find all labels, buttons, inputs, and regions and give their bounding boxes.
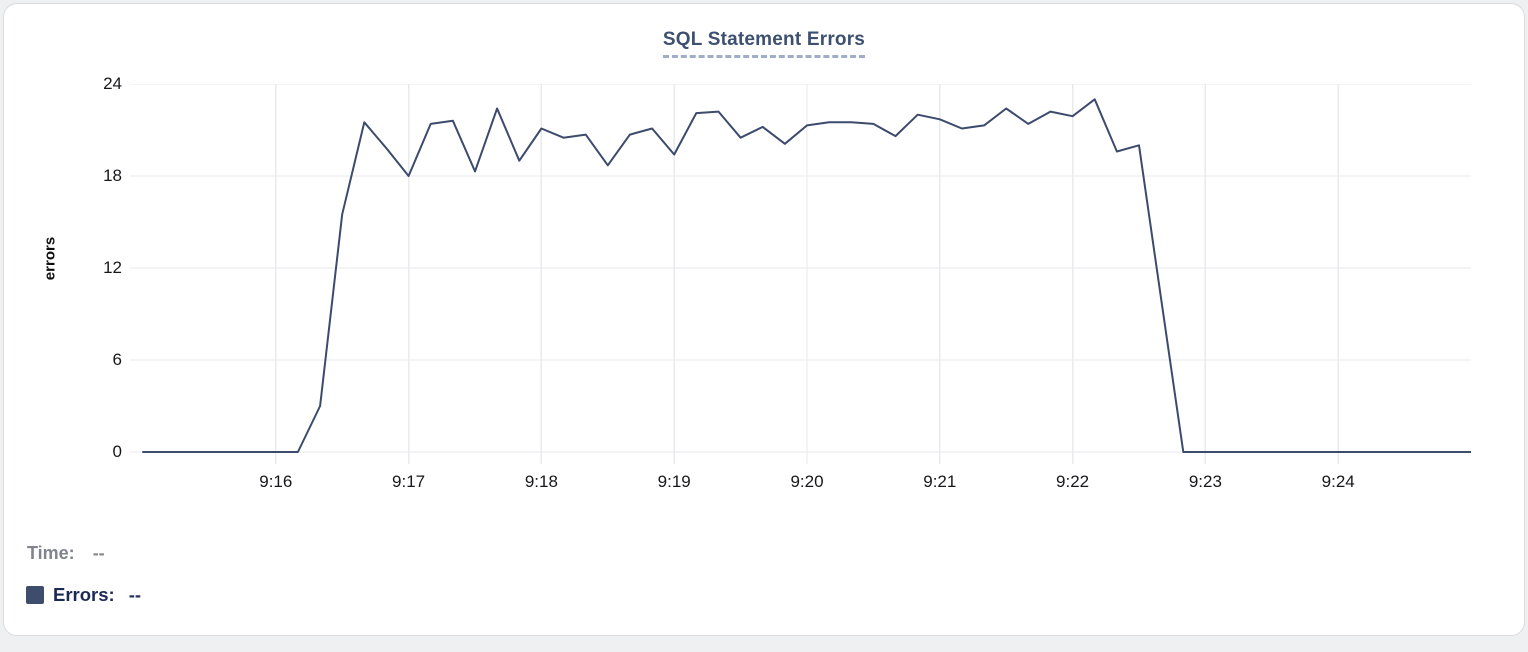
x-tick-label: 9:18: [524, 472, 558, 491]
errors-series-swatch-icon: [26, 586, 44, 604]
y-tick-label: 6: [112, 350, 122, 369]
chart-plot-area[interactable]: [130, 84, 1471, 468]
x-tick-label: 9:22: [1056, 472, 1090, 491]
time-value: --: [92, 543, 105, 563]
legend-errors-row[interactable]: Errors: --: [26, 584, 141, 606]
x-tick-label: 9:16: [259, 472, 293, 491]
chart-panel-card: [3, 3, 1525, 636]
x-tick-label: 9:24: [1321, 472, 1355, 491]
chart-header: SQL Statement Errors: [0, 29, 1528, 58]
errors-value: --: [128, 584, 142, 605]
y-tick-label: 18: [103, 166, 122, 185]
x-tick-label: 9:21: [923, 472, 957, 491]
chart-title[interactable]: SQL Statement Errors: [662, 29, 866, 58]
y-tick-label: 0: [112, 442, 122, 461]
x-tick-label: 9:20: [790, 472, 824, 491]
x-tick-label: 9:17: [392, 472, 426, 491]
errors-label: Errors:: [53, 584, 115, 605]
errors-series-line: [142, 98, 1471, 453]
y-tick-label: 24: [103, 74, 122, 93]
y-axis-title: errors: [41, 236, 59, 281]
y-tick-label: 12: [103, 258, 122, 277]
x-tick-label: 9:23: [1188, 472, 1222, 491]
x-tick-label: 9:19: [657, 472, 691, 491]
tooltip-time-row: Time: --: [27, 543, 105, 564]
time-label: Time:: [27, 543, 75, 563]
